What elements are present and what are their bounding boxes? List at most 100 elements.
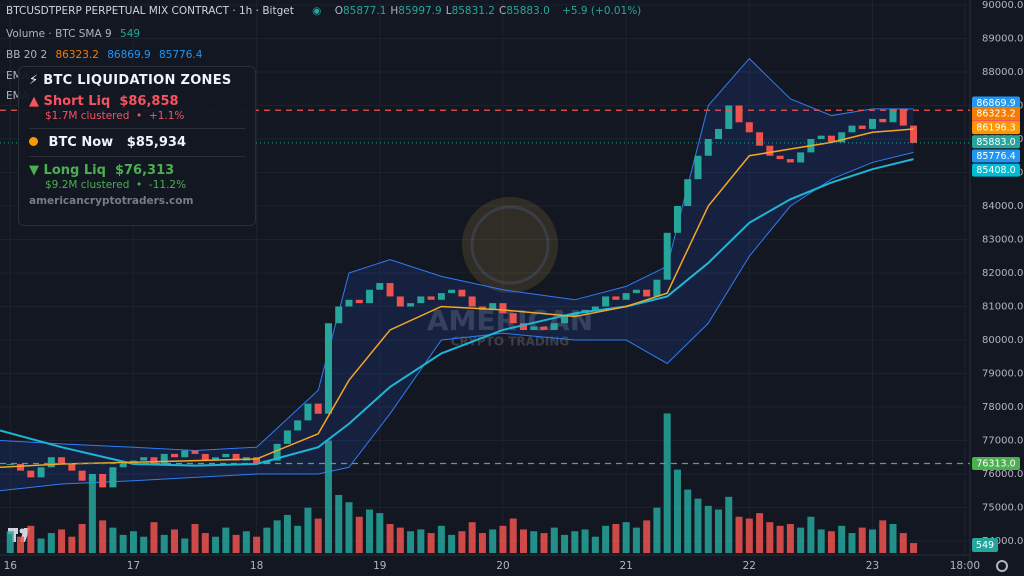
x-tick-label: 17 — [127, 560, 140, 572]
y-tick-label: 80000.0 — [982, 335, 1023, 346]
visibility-eye[interactable]: ◉ — [312, 5, 322, 17]
divider — [29, 156, 245, 157]
candle-body — [489, 303, 497, 310]
candle-body — [386, 283, 394, 297]
candle-body — [858, 125, 866, 129]
price-badge — [972, 163, 1020, 177]
candle-body — [437, 293, 445, 300]
volume-bar — [324, 440, 332, 553]
y-tick-label: 90000.0 — [982, 0, 1023, 11]
volume-bar — [817, 529, 825, 553]
candle-body — [17, 463, 25, 471]
y-tick-label: 75000.0 — [982, 503, 1023, 514]
candle-body — [848, 125, 856, 133]
volume-bar — [735, 516, 743, 553]
candle-body — [427, 296, 435, 300]
watermark-logo-ring — [470, 205, 550, 285]
volume-bar — [591, 536, 599, 553]
volume-bar — [725, 496, 733, 553]
candle-body — [335, 306, 343, 324]
candle-body — [283, 430, 291, 444]
now-dot — [29, 137, 38, 146]
volume-bar — [715, 509, 723, 553]
y-tick-label: 77000.0 — [982, 436, 1023, 447]
liquidation-panel: ⚡ BTC LIQUIDATION ZONES ▲ Short Liq $86,… — [18, 66, 256, 226]
volume-bar — [170, 529, 178, 553]
candle-body — [396, 296, 404, 307]
volume-bar — [314, 518, 322, 553]
volume-bar — [140, 536, 148, 553]
price-badge-label: 86323.2 — [976, 108, 1015, 119]
bb-legend-value: 85776.4 — [159, 49, 203, 61]
candle-body — [540, 326, 548, 330]
volume-bar — [910, 543, 918, 553]
gear-icon[interactable] — [996, 560, 1008, 572]
candle-body — [253, 457, 261, 464]
volume-bar — [232, 534, 240, 553]
candle-body — [27, 470, 35, 478]
candle-body — [324, 323, 332, 414]
x-tick-label: 21 — [619, 560, 632, 572]
volume-bar — [253, 536, 261, 553]
bb-legend-value: 86869.9 — [107, 49, 151, 61]
volume-bar — [602, 525, 610, 553]
volume-bar — [427, 533, 435, 553]
y-tick-label: 84000.0 — [982, 201, 1023, 212]
volume-bar — [407, 531, 415, 553]
volume-bar — [212, 536, 220, 553]
volume-bar — [612, 524, 620, 553]
volume-bar — [807, 516, 815, 553]
ohlc-key: O — [334, 5, 343, 17]
candle-body — [509, 313, 517, 324]
candle-body — [571, 313, 579, 317]
price-badge-label: 85408.0 — [976, 165, 1015, 176]
volume-badge — [972, 538, 998, 552]
candle-body — [170, 453, 178, 458]
short-liq-row: ▲ Short Liq $86,858 — [29, 94, 245, 109]
watermark-logo — [462, 197, 558, 293]
volume-badge-label: 549 — [976, 540, 994, 551]
candle-body — [407, 303, 415, 307]
candle-body — [58, 457, 66, 464]
candle-body — [294, 420, 302, 431]
ohlc-key: C — [498, 5, 507, 17]
price-badge — [972, 106, 1020, 120]
candle-body — [797, 152, 805, 163]
price-badge — [972, 149, 1020, 163]
volume-bar — [653, 507, 661, 553]
candle-body — [499, 303, 507, 314]
volume-bar — [797, 527, 805, 553]
candle-body — [756, 132, 764, 146]
volume-bar — [304, 507, 312, 553]
candle-body — [694, 155, 702, 180]
candle-body — [458, 289, 466, 297]
bb-lower — [0, 151, 914, 492]
bb-legend-name: BB 20 2 — [6, 49, 48, 61]
volume-bar — [109, 527, 117, 553]
candle-body — [47, 457, 55, 468]
volume-bar — [519, 529, 527, 553]
volume-bar — [222, 527, 230, 553]
y-tick-label: 74000.0 — [982, 536, 1023, 547]
settings-gear[interactable] — [996, 560, 1008, 572]
volume-bar — [366, 509, 374, 553]
volume-bar — [99, 520, 107, 553]
change: +5.9 (+0.01%) — [562, 5, 642, 17]
candle-body — [643, 289, 651, 297]
volume-bar — [786, 524, 794, 553]
candle-body — [345, 299, 353, 307]
symbol-legend: BTCUSDTPERP PERPETUAL MIX CONTRACT · 1h … — [6, 5, 646, 17]
ohlc-legend: O85877.1 H85997.9 L85831.2 C85883.0 — [335, 5, 554, 17]
candle-body — [653, 279, 661, 297]
ohlc-value: 85883.0 — [506, 5, 550, 17]
candle-body — [827, 135, 835, 143]
volume-bar — [581, 529, 589, 553]
candle-body — [550, 323, 558, 330]
volume-bar — [181, 538, 189, 553]
volume-bar — [550, 527, 558, 553]
price-badge-label: 86196.3 — [976, 123, 1015, 134]
volume-bar — [437, 525, 445, 553]
candle-body — [868, 118, 876, 129]
y-tick-label: 88000.0 — [982, 67, 1023, 78]
volume-bar — [632, 527, 640, 553]
